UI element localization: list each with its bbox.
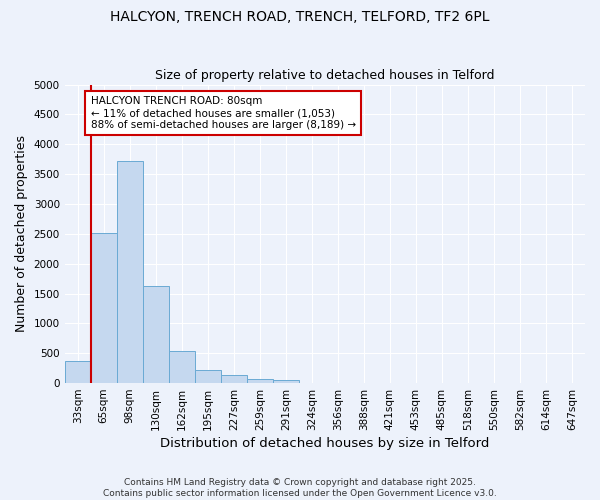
Y-axis label: Number of detached properties: Number of detached properties [15,136,28,332]
Bar [169,352,195,383]
Bar [247,379,273,383]
Bar [65,361,91,383]
X-axis label: Distribution of detached houses by size in Telford: Distribution of detached houses by size … [160,437,490,450]
Bar [273,380,299,383]
Bar [143,286,169,383]
Text: Contains HM Land Registry data © Crown copyright and database right 2025.
Contai: Contains HM Land Registry data © Crown c… [103,478,497,498]
Bar [91,232,116,383]
Bar [117,161,143,383]
Text: HALCYON TRENCH ROAD: 80sqm
← 11% of detached houses are smaller (1,053)
88% of s: HALCYON TRENCH ROAD: 80sqm ← 11% of deta… [91,96,356,130]
Title: Size of property relative to detached houses in Telford: Size of property relative to detached ho… [155,69,494,82]
Text: HALCYON, TRENCH ROAD, TRENCH, TELFORD, TF2 6PL: HALCYON, TRENCH ROAD, TRENCH, TELFORD, T… [110,10,490,24]
Bar [195,370,221,383]
Bar [221,376,247,383]
